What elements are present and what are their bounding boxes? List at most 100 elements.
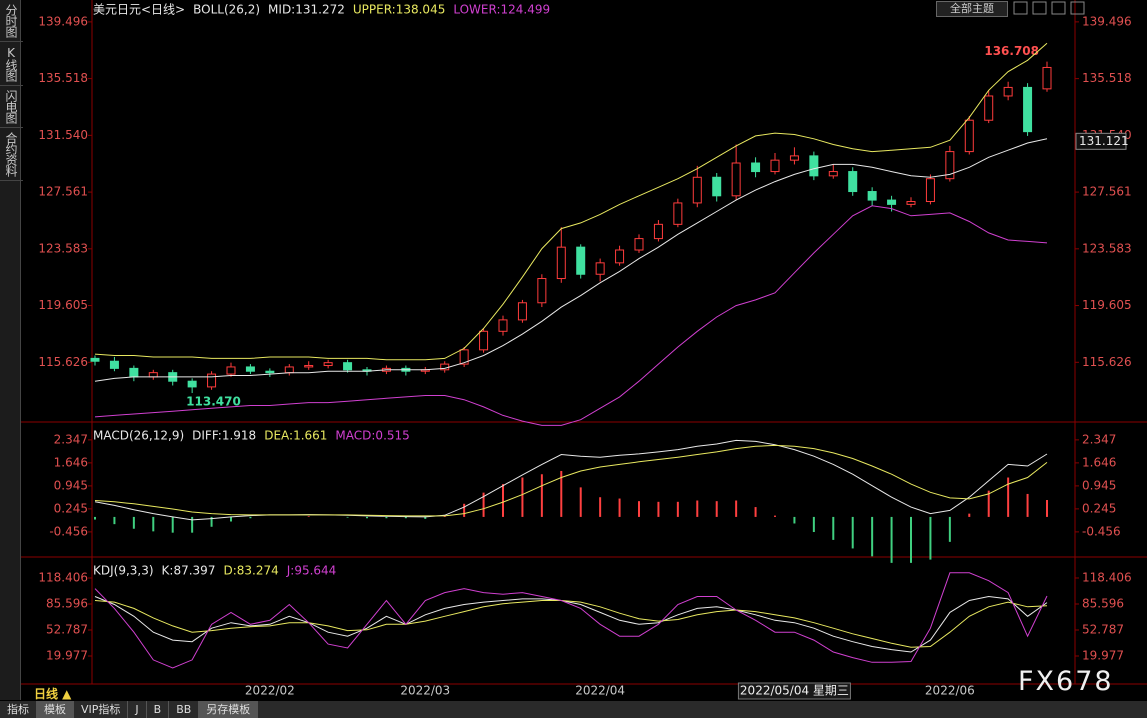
candle-body [226,366,236,375]
legend-item: UPPER:138.045 [353,3,445,17]
candle-body [498,319,508,332]
y-tick-label: 131.540 [38,128,88,142]
left-tabs: 分时图 K线图 闪电图 合约资料 [0,0,23,700]
icon[interactable] [1070,1,1085,15]
candle-body [1023,86,1033,133]
window-icons [1013,1,1085,15]
bottom-tab[interactable]: 另存模板 [199,701,259,718]
y-tick-label: 135.518 [38,71,88,85]
candle-body [770,159,780,173]
candle-body [537,278,547,304]
high-annotation: 136.708 [984,44,1039,58]
x-tick-label: 2022/04 [575,684,625,698]
legend-item: MACD(26,12,9) [93,429,184,443]
legend-item: D:83.274 [223,564,278,578]
legend-item: KDJ(9,3,3) [93,564,154,578]
period-selector[interactable]: 日线 ▲ [34,687,72,701]
indicator-line [94,572,1048,669]
candle-body [634,238,644,251]
candle-body [615,249,625,264]
candle-body [731,162,741,197]
y-tick-label: 0.245 [54,501,88,515]
y-tick-label: 1.646 [54,455,88,469]
y-tick-label: 0.945 [1082,478,1116,492]
legend-item: BOLL(26,2) [193,3,260,17]
candle-body [984,95,994,121]
candle-body [964,119,974,153]
y-tick-label: 85.596 [1082,596,1124,610]
icon[interactable] [1032,1,1047,15]
icon[interactable] [1051,1,1066,15]
candle-body [517,302,527,321]
bottom-tab[interactable]: 指标 [0,701,37,718]
candle-body [207,373,217,388]
legend-item: 美元日元<日线> [93,3,185,17]
legend-item: J:95.644 [286,564,337,578]
y-tick-label: 85.596 [46,596,88,610]
frame [20,0,1147,685]
candle-body [789,155,799,161]
y-tick-label: 52.787 [46,622,88,636]
candle-body [129,367,139,378]
candle-body [692,176,702,204]
legend-item: DEA:1.661 [264,429,327,443]
y-tick-label: 19.977 [46,648,88,662]
legend-item: DIFF:1.918 [192,429,256,443]
bottom-tab[interactable]: 模板 [37,701,74,718]
candle-body [809,155,819,177]
y-tick-label: 115.626 [1082,355,1132,369]
y-tick-label: -0.456 [1082,524,1121,538]
y-tick-label: 119.605 [1082,298,1132,312]
candle-body [187,380,197,388]
candle-body [906,201,916,205]
y-tick-label: 118.406 [1082,570,1132,584]
candle-body [945,151,955,180]
y-tick-label: 119.605 [38,298,88,312]
candle-body [148,372,158,378]
indicator-line [94,42,1048,361]
candle-body [343,362,353,371]
candle-body [459,349,469,365]
y-tick-label: 19.977 [1082,648,1124,662]
candle-body [304,365,314,368]
theme-button[interactable]: 全部主题 [936,1,1008,17]
candle-body [653,223,663,240]
legend-item: K:87.397 [162,564,216,578]
y-tick-label: 115.626 [38,355,88,369]
y-tick-label: 52.787 [1082,622,1124,636]
candle-body [284,366,294,374]
indicator-line [94,205,1048,426]
side-tab[interactable]: K线图 [0,42,23,86]
y-tick-label: 123.583 [1082,241,1132,255]
candle-body [323,362,333,367]
candle-body [265,370,275,374]
candle-body [576,246,586,275]
candle-body [867,191,877,201]
price-marker: 131.121 [1079,134,1129,148]
background [0,0,1147,700]
indicator-line [94,439,1048,521]
legend-item: MID:131.272 [268,3,345,17]
candle-body [925,178,935,203]
low-annotation: 113.470 [186,395,241,409]
crosshair-date: 2022/05/04 星期三 [740,684,849,698]
side-tab[interactable]: 分时图 [0,0,23,42]
candle-body [245,366,255,372]
candle-body [595,262,605,275]
candle-body [90,357,100,362]
candle-body [828,171,838,177]
bottom-tab[interactable]: VIP指标 [74,701,129,718]
bottom-tab[interactable]: BB [169,701,200,718]
candle-body [1042,66,1052,90]
x-tick-label: 2022/03 [400,684,450,698]
bottom-tab[interactable]: J [128,701,147,718]
indicator-line [94,444,1048,517]
y-tick-label: 123.583 [38,241,88,255]
bottom-tab[interactable]: B [147,701,170,718]
candle-body [848,171,858,193]
icon[interactable] [1013,1,1028,15]
side-tab[interactable]: 合约资料 [0,128,23,181]
candle-body [479,330,489,351]
side-tab[interactable]: 闪电图 [0,86,23,128]
